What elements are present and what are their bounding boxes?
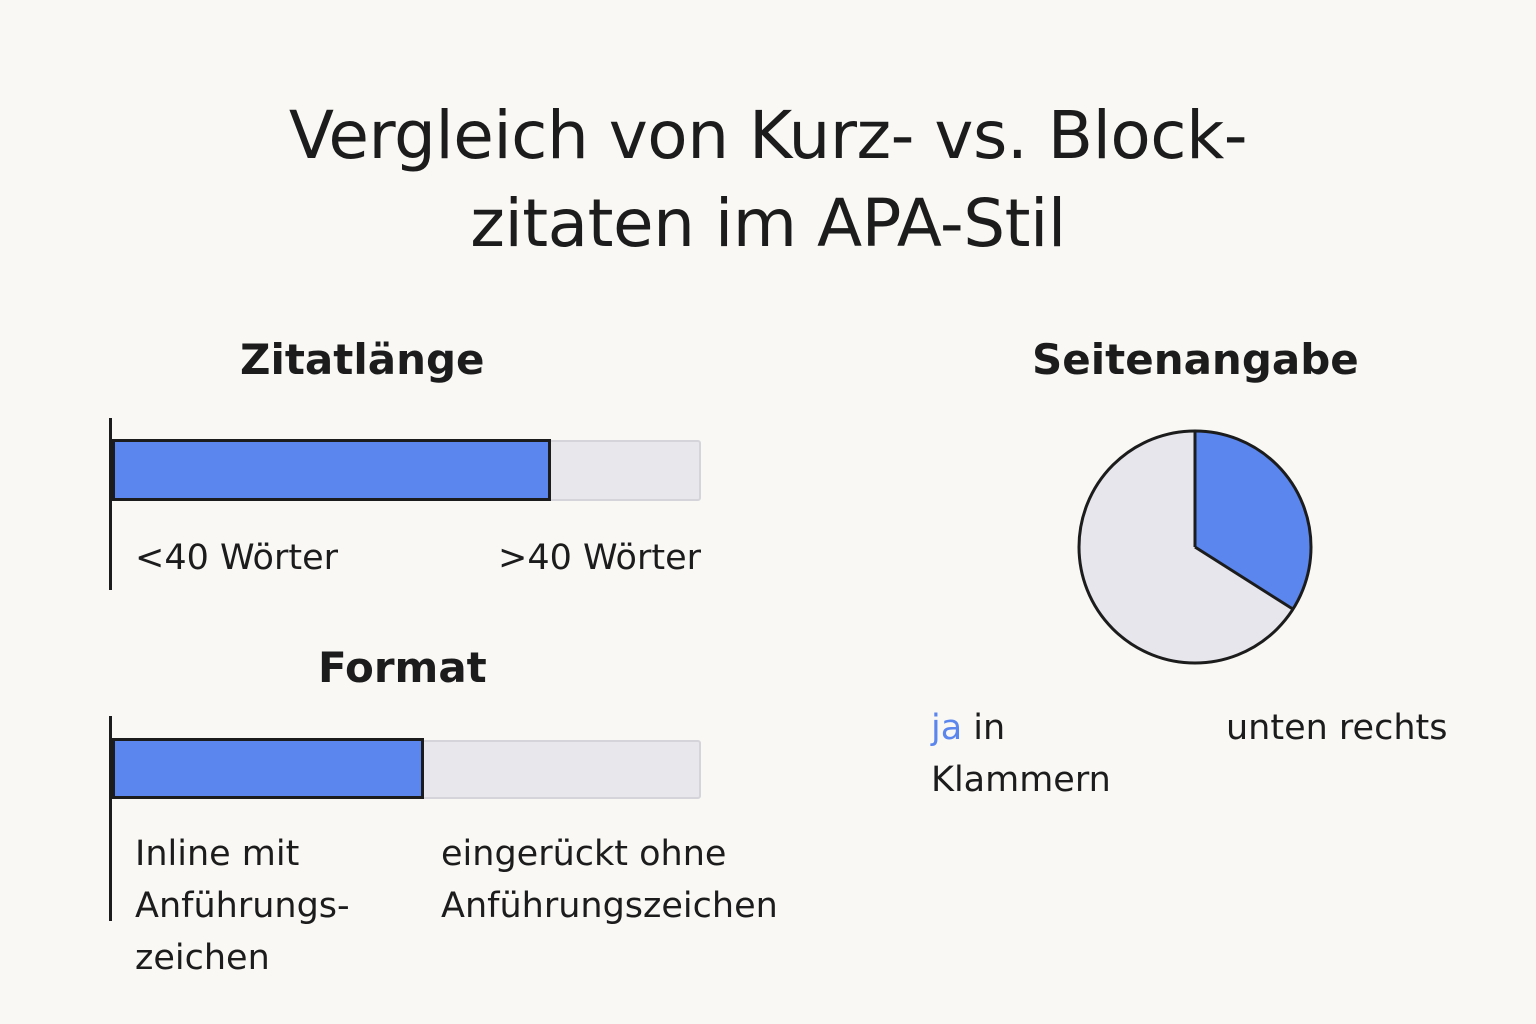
zitatlaenge-label-long: >40 Wörter bbox=[498, 538, 701, 578]
format-bar-fill bbox=[112, 738, 424, 799]
seitenangabe-title: Seitenangabe bbox=[1032, 335, 1359, 384]
pie-label-klammern-highlight: ja bbox=[931, 708, 963, 748]
zitatlaenge-axis-line bbox=[109, 418, 112, 590]
chart-title-line-2: zitaten im APA-Stil bbox=[470, 185, 1066, 262]
pie-label-unten-rechts: unten rechts bbox=[1226, 708, 1448, 748]
pie-label-klammern-rest: in Klammern bbox=[931, 708, 1111, 800]
format-axis-line bbox=[109, 716, 112, 921]
chart-title-line-1: Vergleich von Kurz- vs. Block- bbox=[288, 97, 1248, 174]
seitenangabe-pie bbox=[1077, 429, 1313, 665]
zitatlaenge-bar-fill bbox=[112, 439, 551, 501]
format-label-block: eingerückt ohne Anführungszeichen bbox=[441, 834, 778, 926]
pie-outline bbox=[1077, 429, 1313, 665]
format-label-inline: Inline mit Anführungs- zeichen bbox=[135, 834, 350, 978]
pie-label-klammern: ja in Klammern bbox=[931, 702, 1111, 806]
format-title: Format bbox=[318, 643, 487, 692]
zitatlaenge-label-short: <40 Wörter bbox=[135, 538, 338, 578]
chart-title: Vergleich von Kurz- vs. Block- zitaten i… bbox=[0, 92, 1536, 268]
pie-slice-edge bbox=[1194, 545, 1294, 611]
zitatlaenge-title: Zitatlänge bbox=[240, 335, 485, 384]
